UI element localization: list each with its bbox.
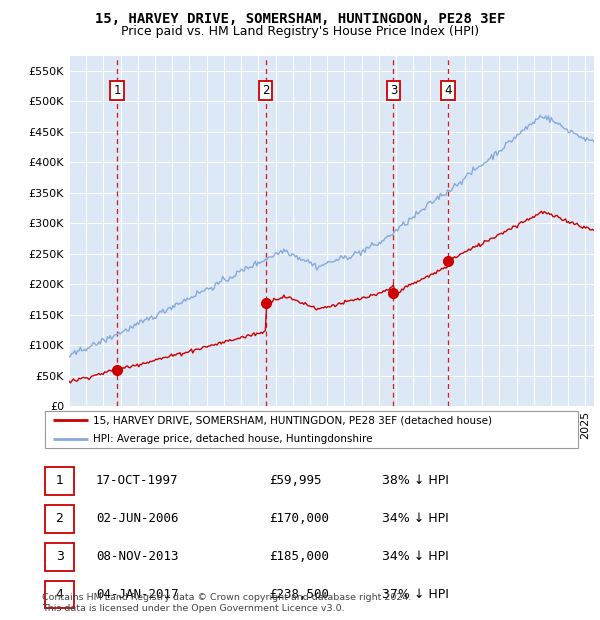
- Text: £59,995: £59,995: [269, 474, 322, 487]
- Text: 4: 4: [56, 588, 64, 601]
- Text: 4: 4: [444, 84, 452, 97]
- Text: 38% ↓ HPI: 38% ↓ HPI: [382, 474, 449, 487]
- FancyBboxPatch shape: [45, 581, 74, 608]
- Text: 15, HARVEY DRIVE, SOMERSHAM, HUNTINGDON, PE28 3EF: 15, HARVEY DRIVE, SOMERSHAM, HUNTINGDON,…: [95, 12, 505, 27]
- Text: 08-NOV-2013: 08-NOV-2013: [96, 551, 179, 564]
- Text: 2: 2: [262, 84, 269, 97]
- Text: 37% ↓ HPI: 37% ↓ HPI: [382, 588, 449, 601]
- Text: 02-JUN-2006: 02-JUN-2006: [96, 512, 179, 525]
- FancyBboxPatch shape: [45, 543, 74, 570]
- Text: 34% ↓ HPI: 34% ↓ HPI: [382, 512, 449, 525]
- Text: 2: 2: [56, 512, 64, 525]
- Text: Contains HM Land Registry data © Crown copyright and database right 2024.
This d: Contains HM Land Registry data © Crown c…: [42, 593, 412, 613]
- Text: 1: 1: [56, 474, 64, 487]
- FancyBboxPatch shape: [45, 411, 578, 448]
- Text: 34% ↓ HPI: 34% ↓ HPI: [382, 551, 449, 564]
- Text: 1: 1: [113, 84, 121, 97]
- FancyBboxPatch shape: [45, 505, 74, 533]
- Text: 3: 3: [390, 84, 397, 97]
- Text: 15, HARVEY DRIVE, SOMERSHAM, HUNTINGDON, PE28 3EF (detached house): 15, HARVEY DRIVE, SOMERSHAM, HUNTINGDON,…: [94, 415, 493, 425]
- Text: £185,000: £185,000: [269, 551, 329, 564]
- Text: 3: 3: [56, 551, 64, 564]
- Text: £170,000: £170,000: [269, 512, 329, 525]
- FancyBboxPatch shape: [45, 467, 74, 495]
- Text: £238,500: £238,500: [269, 588, 329, 601]
- Text: 17-OCT-1997: 17-OCT-1997: [96, 474, 179, 487]
- Text: Price paid vs. HM Land Registry's House Price Index (HPI): Price paid vs. HM Land Registry's House …: [121, 25, 479, 38]
- Text: 04-JAN-2017: 04-JAN-2017: [96, 588, 179, 601]
- Text: HPI: Average price, detached house, Huntingdonshire: HPI: Average price, detached house, Hunt…: [94, 433, 373, 444]
